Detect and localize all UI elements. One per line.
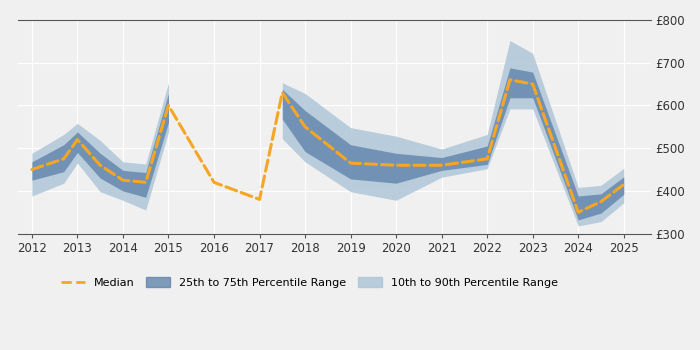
Legend: Median, 25th to 75th Percentile Range, 10th to 90th Percentile Range: Median, 25th to 75th Percentile Range, 1… [61,278,558,288]
